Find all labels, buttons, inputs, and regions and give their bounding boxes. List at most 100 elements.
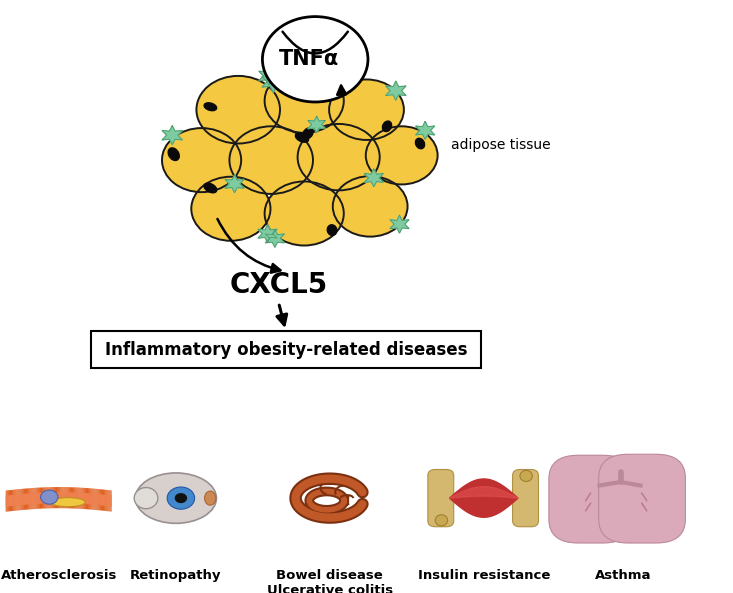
Polygon shape xyxy=(86,488,87,509)
Polygon shape xyxy=(88,493,89,505)
Polygon shape xyxy=(10,490,11,511)
Circle shape xyxy=(361,123,442,188)
Polygon shape xyxy=(67,492,69,503)
Polygon shape xyxy=(21,489,22,510)
Polygon shape xyxy=(104,490,105,511)
Polygon shape xyxy=(102,495,103,506)
Polygon shape xyxy=(36,493,37,504)
Polygon shape xyxy=(41,487,42,509)
Polygon shape xyxy=(105,490,106,511)
Circle shape xyxy=(158,125,246,196)
Polygon shape xyxy=(79,487,81,509)
Polygon shape xyxy=(48,492,50,503)
Circle shape xyxy=(191,177,270,241)
Polygon shape xyxy=(32,493,34,504)
Circle shape xyxy=(162,128,241,192)
Polygon shape xyxy=(81,487,83,509)
Ellipse shape xyxy=(51,498,85,506)
Polygon shape xyxy=(39,493,40,503)
Text: Insulin resistance: Insulin resistance xyxy=(418,569,550,582)
Polygon shape xyxy=(24,489,25,510)
Polygon shape xyxy=(41,492,42,503)
Polygon shape xyxy=(106,495,107,506)
Circle shape xyxy=(167,487,194,509)
Polygon shape xyxy=(12,495,13,506)
FancyArrowPatch shape xyxy=(282,31,348,53)
Polygon shape xyxy=(70,492,71,503)
Polygon shape xyxy=(34,488,36,509)
Polygon shape xyxy=(87,488,88,509)
Polygon shape xyxy=(107,495,108,506)
Polygon shape xyxy=(37,487,38,509)
Polygon shape xyxy=(53,492,54,503)
Polygon shape xyxy=(262,71,285,93)
Polygon shape xyxy=(26,489,27,510)
Polygon shape xyxy=(11,495,12,506)
Polygon shape xyxy=(34,493,36,504)
Polygon shape xyxy=(90,488,92,509)
Polygon shape xyxy=(46,487,48,508)
Polygon shape xyxy=(25,489,26,510)
Polygon shape xyxy=(84,488,85,509)
Circle shape xyxy=(196,76,280,144)
Polygon shape xyxy=(45,487,46,508)
Polygon shape xyxy=(51,487,52,508)
Polygon shape xyxy=(58,487,59,508)
FancyArrowPatch shape xyxy=(337,85,346,95)
Polygon shape xyxy=(45,492,46,503)
Ellipse shape xyxy=(168,148,180,161)
Polygon shape xyxy=(24,493,25,505)
Polygon shape xyxy=(90,493,92,505)
Ellipse shape xyxy=(383,121,391,132)
Polygon shape xyxy=(22,489,23,510)
FancyBboxPatch shape xyxy=(512,470,539,527)
Polygon shape xyxy=(79,493,81,504)
Polygon shape xyxy=(29,493,30,505)
Polygon shape xyxy=(92,493,93,505)
FancyArrowPatch shape xyxy=(277,305,287,325)
Polygon shape xyxy=(65,487,67,508)
Polygon shape xyxy=(42,492,43,503)
Text: Asthma: Asthma xyxy=(594,569,652,582)
Polygon shape xyxy=(386,81,406,100)
Polygon shape xyxy=(40,493,41,503)
Polygon shape xyxy=(78,493,79,503)
Text: adipose tissue: adipose tissue xyxy=(451,138,550,152)
Polygon shape xyxy=(20,489,21,510)
Ellipse shape xyxy=(295,133,309,142)
Circle shape xyxy=(328,173,412,240)
Circle shape xyxy=(40,490,58,504)
Polygon shape xyxy=(52,487,53,508)
Polygon shape xyxy=(40,487,41,509)
Circle shape xyxy=(265,69,344,133)
Polygon shape xyxy=(108,495,109,506)
Polygon shape xyxy=(37,493,38,504)
Polygon shape xyxy=(101,489,102,511)
Polygon shape xyxy=(22,494,23,505)
Polygon shape xyxy=(23,489,24,510)
Polygon shape xyxy=(59,492,60,503)
Polygon shape xyxy=(54,492,55,503)
Polygon shape xyxy=(162,126,183,145)
Polygon shape xyxy=(70,487,71,508)
FancyBboxPatch shape xyxy=(549,455,633,543)
Ellipse shape xyxy=(327,225,337,235)
Circle shape xyxy=(260,65,348,136)
Text: Atherosclerosis: Atherosclerosis xyxy=(1,569,117,582)
Polygon shape xyxy=(46,492,48,503)
Polygon shape xyxy=(7,490,8,512)
Polygon shape xyxy=(105,495,106,506)
Circle shape xyxy=(329,79,404,140)
Polygon shape xyxy=(43,487,44,509)
Polygon shape xyxy=(13,490,14,511)
Circle shape xyxy=(333,176,408,237)
Polygon shape xyxy=(69,492,70,503)
Polygon shape xyxy=(75,492,76,503)
Polygon shape xyxy=(38,487,39,509)
Polygon shape xyxy=(56,487,57,508)
Polygon shape xyxy=(39,487,40,509)
Polygon shape xyxy=(25,493,26,505)
Ellipse shape xyxy=(205,491,216,505)
Polygon shape xyxy=(83,493,84,504)
Polygon shape xyxy=(12,490,13,511)
